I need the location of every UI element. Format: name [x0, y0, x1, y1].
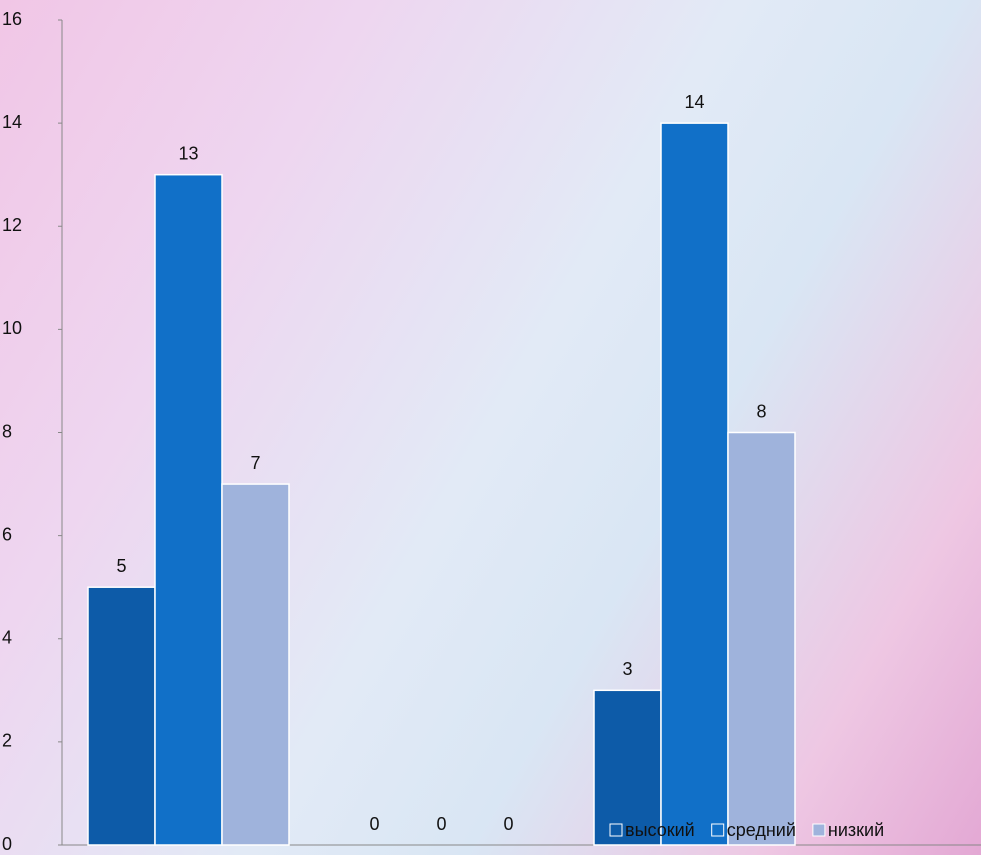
data-label: 3	[622, 659, 632, 679]
y-tick-label: 10	[2, 318, 22, 338]
legend-marker	[711, 823, 725, 837]
y-tick-label: 16	[2, 9, 22, 29]
y-tick-label: 6	[2, 524, 12, 544]
y-tick-label: 2	[2, 731, 12, 751]
bar	[593, 689, 662, 846]
data-label: 5	[116, 556, 126, 576]
data-label: 7	[250, 453, 260, 473]
legend-marker	[812, 823, 826, 837]
bar	[221, 483, 290, 846]
y-tick-label: 4	[2, 628, 12, 648]
data-label: 14	[684, 92, 704, 112]
y-tick-label: 12	[2, 215, 22, 235]
data-label: 13	[178, 143, 198, 163]
legend-label: средний	[727, 820, 796, 840]
legend-label: низкий	[828, 820, 884, 840]
bar	[154, 173, 223, 846]
y-tick-label: 0	[2, 834, 12, 854]
legend-marker	[609, 823, 623, 837]
bar	[660, 122, 729, 846]
data-label: 8	[756, 401, 766, 421]
y-tick-label: 14	[2, 112, 22, 132]
data-label: 0	[369, 814, 379, 834]
bar	[727, 431, 796, 846]
bar	[87, 586, 156, 846]
data-label: 0	[436, 814, 446, 834]
y-tick-label: 8	[2, 421, 12, 441]
data-label: 0	[503, 814, 513, 834]
legend-label: высокий	[625, 820, 695, 840]
